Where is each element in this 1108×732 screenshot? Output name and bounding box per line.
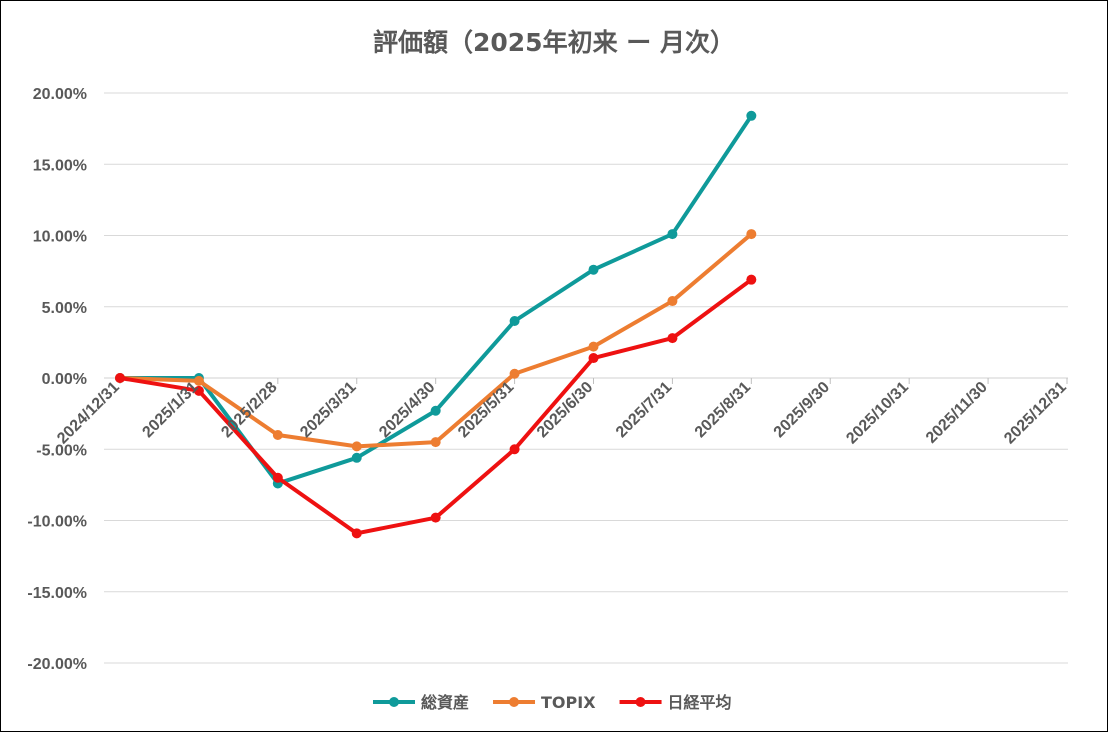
y-tick-label: -20.00% xyxy=(27,656,87,673)
data-point xyxy=(746,274,757,285)
x-tick-label: 2024/12/31 xyxy=(54,379,123,448)
data-point xyxy=(588,353,599,364)
y-tick-label: 10.00% xyxy=(33,229,87,246)
series-lines xyxy=(115,110,757,539)
x-tick-label: 2025/10/31 xyxy=(843,379,912,448)
series-総資産 xyxy=(115,110,757,489)
chart-title: 評価額（2025年初来 ー 月次） xyxy=(373,28,735,57)
y-axis-ticks: 20.00% 15.00% 10.00% 5.00% 0.00% -5.00% -10.00… xyxy=(27,86,87,673)
data-point xyxy=(351,528,362,539)
x-tick-label: 2025/3/31 xyxy=(297,379,359,441)
series-日経平均 xyxy=(115,274,757,539)
y-tick-label: -5.00% xyxy=(36,442,87,459)
y-tick-label: -15.00% xyxy=(27,585,87,602)
legend-marker xyxy=(635,697,646,707)
x-tick-label: 2025/9/30 xyxy=(771,379,833,441)
data-point xyxy=(588,341,599,352)
legend-label: 日経平均 xyxy=(668,693,732,712)
data-point xyxy=(272,472,283,483)
data-point xyxy=(667,229,678,240)
data-point xyxy=(351,452,362,463)
legend-item: 日経平均 xyxy=(619,693,732,712)
legend-label: 総資産 xyxy=(421,693,469,712)
x-tick-label: 2025/5/31 xyxy=(455,379,517,441)
y-tick-label: 5.00% xyxy=(42,300,87,317)
data-point xyxy=(509,316,520,326)
y-tick-label: 20.00% xyxy=(33,86,87,103)
x-tick-label: 2025/4/30 xyxy=(376,379,438,441)
data-point xyxy=(509,444,520,455)
legend-marker xyxy=(389,697,399,707)
x-tick-label: 2025/8/31 xyxy=(692,379,754,441)
data-point xyxy=(746,110,757,121)
legend-item: TOPIX xyxy=(493,693,596,712)
data-point xyxy=(667,296,678,307)
data-point xyxy=(351,441,362,452)
data-point xyxy=(430,437,441,448)
data-point xyxy=(272,430,283,440)
data-point xyxy=(509,368,520,379)
series-line xyxy=(118,113,754,486)
data-point xyxy=(430,512,441,523)
legend-item: 総資産 xyxy=(373,693,469,712)
data-point xyxy=(746,229,757,240)
legend: 総資産 TOPIX 日経平均 xyxy=(373,693,732,712)
x-tick-label: 2025/12/31 xyxy=(1001,379,1070,448)
y-tick-label: -10.00% xyxy=(27,514,87,531)
x-tick-label: 2025/7/31 xyxy=(613,379,675,441)
data-point xyxy=(115,373,125,383)
data-point xyxy=(193,375,204,386)
data-point xyxy=(667,333,678,344)
data-point xyxy=(430,405,441,416)
data-point xyxy=(588,264,599,275)
legend-label: TOPIX xyxy=(541,693,596,712)
legend-marker xyxy=(509,697,520,707)
y-tick-label: 0.00% xyxy=(42,371,87,388)
y-tick-label: 15.00% xyxy=(33,157,87,174)
data-point xyxy=(193,385,204,396)
x-tick-label: 2025/11/30 xyxy=(923,379,991,447)
